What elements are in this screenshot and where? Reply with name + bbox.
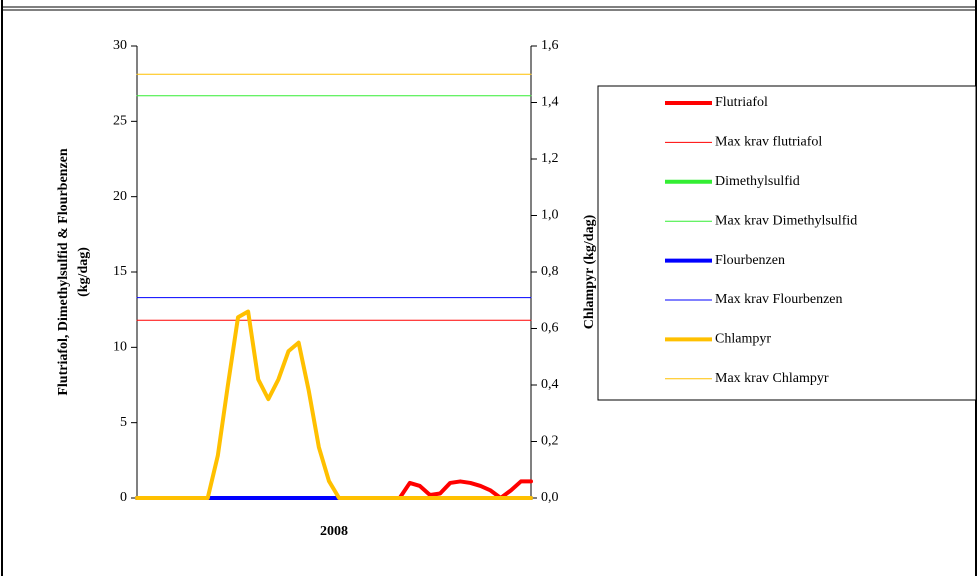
y-tick-label: 10 xyxy=(113,340,127,355)
y2-tick-label: 0,4 xyxy=(541,377,559,392)
y-axis-title: Flutriafol, Dimethylsulfid & Flourbenzen xyxy=(56,148,71,396)
y2-tick-label: 0,8 xyxy=(541,264,559,279)
legend-label: Flutriafol xyxy=(715,95,768,110)
y-tick-label: 15 xyxy=(113,264,127,279)
legend-box xyxy=(597,85,977,401)
y2-tick-label: 0,2 xyxy=(541,434,559,449)
legend-label: Max krav Chlampyr xyxy=(715,371,829,386)
y2-tick-label: 1,2 xyxy=(541,151,559,166)
y-axis-title: (kg/dag) xyxy=(76,247,91,297)
legend-label: Dimethylsulfid xyxy=(715,174,800,189)
legend-label: Max krav flutriafol xyxy=(715,135,822,150)
legend-label: Flourbenzen xyxy=(715,253,785,268)
legend-label: Chlampyr xyxy=(715,332,771,347)
legend-label: Max krav Dimethylsulfid xyxy=(715,213,857,228)
y2-tick-label: 1,4 xyxy=(541,95,559,110)
y2-tick-label: 1,0 xyxy=(541,208,559,223)
y-tick-label: 30 xyxy=(113,38,127,53)
y-tick-label: 5 xyxy=(120,415,127,430)
y2-tick-label: 0,0 xyxy=(541,490,559,505)
y2-tick-label: 1,6 xyxy=(541,38,559,53)
legend-label: Max krav Flourbenzen xyxy=(715,292,843,307)
y2-tick-label: 0,6 xyxy=(541,321,559,336)
y-tick-label: 0 xyxy=(120,490,127,505)
y-tick-label: 20 xyxy=(113,189,127,204)
y-tick-label: 25 xyxy=(113,114,127,129)
x-axis-title: 2008 xyxy=(320,524,348,539)
y2-axis-title: Chlampyr (kg/dag) xyxy=(582,214,597,329)
series-line xyxy=(135,309,533,500)
